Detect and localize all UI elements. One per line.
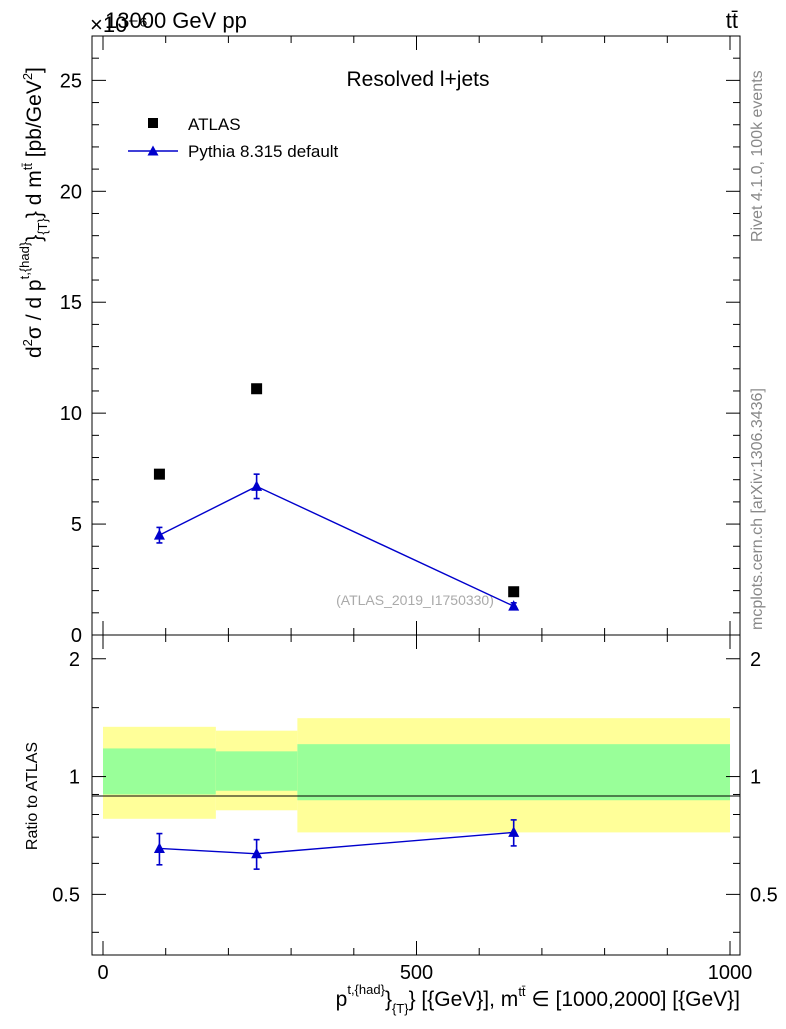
- exponent-label: ×10⁻⁶: [90, 12, 148, 37]
- ylabel-part: σ / d p: [23, 279, 46, 339]
- ratio-ylabel: Ratio to ATLAS: [24, 742, 41, 850]
- xlabel-part: }: [385, 988, 392, 1011]
- xlabel-sup: tt̄: [518, 984, 526, 999]
- main-ytick-label: 15: [60, 292, 82, 314]
- pythia-point: [251, 480, 263, 491]
- ylabel-sub: {T}: [35, 217, 50, 234]
- pythia-point: [153, 529, 165, 540]
- pythia-line: [159, 485, 514, 607]
- ratio-ytick-label-right: 1: [750, 767, 761, 789]
- ratio-band-inner: [297, 744, 731, 801]
- ratio-ytick-label-right: 0.5: [750, 884, 778, 906]
- ratio-pythia-point: [153, 842, 165, 853]
- atlas-point: [153, 468, 165, 480]
- ylabel-part: d: [23, 346, 46, 358]
- main-ytick-label: 10: [60, 403, 82, 425]
- ratio-pythia-point: [508, 826, 520, 837]
- ratio-frame: [91, 634, 741, 956]
- xlabel-sub: {T}: [392, 1001, 409, 1016]
- ratio-xtick-label: 500: [400, 962, 433, 984]
- xlabel-part: } [{GeV}], m: [409, 988, 519, 1011]
- xlabel-part: ∈ [1000,2000] [{GeV}]: [526, 988, 740, 1011]
- main-ytick-label: 0: [71, 625, 82, 647]
- legend-atlas-marker: [148, 118, 158, 128]
- ylabel-part: ]: [23, 67, 46, 73]
- legend-atlas-label: ATLAS: [188, 115, 241, 134]
- main-ytick-label: 25: [60, 70, 82, 92]
- plot-title: Resolved l+jets: [347, 68, 490, 91]
- ratio-band-inner: [215, 751, 298, 791]
- ratio-xlabel: pt,{had}}{T}} [{GeV}], mtt̄ ∈ [1000,2000…: [336, 982, 740, 1016]
- legend-pythia-marker: [147, 145, 159, 156]
- ratio-xtick-label: 0: [97, 962, 108, 984]
- ylabel-sup: 2: [20, 73, 35, 80]
- process-glyph: tt̄: [726, 8, 738, 33]
- ratio-xtick-label: 1000: [708, 962, 753, 984]
- rivet-label: Rivet 4.1.0, 100k events: [749, 70, 766, 242]
- process-label: 13000 GeV pp: [105, 8, 247, 33]
- atlas-point: [251, 383, 263, 395]
- xlabel-sup: t,{had}: [347, 982, 385, 997]
- ratio-ytick-label: 0.5: [52, 884, 80, 906]
- ylabel-part: } d m: [23, 170, 46, 218]
- main-ytick-label: 5: [71, 514, 82, 536]
- ylabel-sup: 2: [20, 339, 35, 346]
- xlabel-part: p: [336, 988, 348, 1011]
- ylabel-part: [pb/GeV: [23, 80, 46, 163]
- ratio-band-inner: [103, 748, 216, 795]
- ylabel-sup: tt̄: [20, 163, 35, 171]
- source-label: mcplots.cern.ch [arXiv:1306.3436]: [749, 388, 766, 630]
- atlas-point: [508, 586, 520, 598]
- ratio-pythia-line: [159, 831, 514, 855]
- ratio-pythia-point: [251, 847, 263, 859]
- pythia-point: [508, 600, 520, 611]
- ylabel-sup: t,{had}: [17, 241, 32, 279]
- main-ytick-label: 20: [60, 181, 82, 203]
- main-ylabel: d2σ / d pt,{had}}{T}} d mtt̄ [pb/GeV2]: [17, 67, 50, 358]
- ratio-ytick-label: 1: [69, 767, 80, 789]
- ratio-panel: Ratio to ATLAS 0.5 0.5 1 1 2 2 0 500 1000 pt,{ha…: [24, 634, 778, 1016]
- ratio-ytick-label: 2: [69, 649, 80, 671]
- ylabel-part: }: [23, 235, 46, 242]
- watermark: (ATLAS_2019_I1750330): [336, 592, 494, 608]
- ratio-ytick-label-right: 2: [750, 649, 761, 671]
- main-panel: Resolved l+jets (ATLAS_2019_I1750330) AT…: [17, 35, 741, 647]
- legend-pythia-label: Pythia 8.315 default: [188, 142, 339, 161]
